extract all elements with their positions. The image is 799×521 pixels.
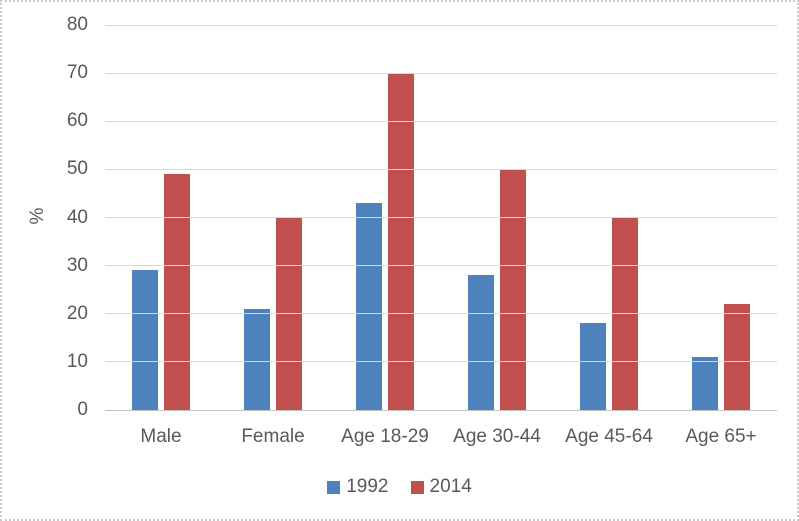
y-tick-label-30: 30 xyxy=(66,254,88,276)
x-category-label-age-18-29: Age 18-29 xyxy=(341,426,429,447)
y-tick-label-10: 10 xyxy=(66,350,88,372)
category-group-age-30-44 xyxy=(441,25,553,410)
bar-2014-age-18-29 xyxy=(388,73,414,410)
x-category-label-age-30-44: Age 30-44 xyxy=(453,426,541,447)
gridline-50 xyxy=(105,168,777,170)
bar-1992-male xyxy=(132,270,158,410)
bar-1992-age-18-29 xyxy=(356,203,382,410)
gridline-70 xyxy=(105,72,777,74)
gridline-60 xyxy=(105,120,777,122)
category-group-age-18-29 xyxy=(329,25,441,410)
legend-swatch-1992 xyxy=(327,480,341,494)
bars-container xyxy=(105,25,777,410)
bar-1992-age-45-64 xyxy=(580,323,606,410)
y-axis-tick-labels: 0 10 20 30 40 50 60 70 80 xyxy=(2,2,88,519)
bar-1992-age-65 xyxy=(692,357,718,410)
bar-1992-female xyxy=(244,308,270,410)
plot-area xyxy=(105,24,777,411)
bar-2014-male xyxy=(164,174,190,410)
gridline-30 xyxy=(105,265,777,267)
x-category-label-age-65: Age 65+ xyxy=(685,426,757,447)
gridline-40 xyxy=(105,217,777,218)
x-axis-line xyxy=(105,410,777,411)
legend-item-2014: 2014 xyxy=(410,476,472,498)
gridline-10 xyxy=(105,361,777,363)
y-tick-label-20: 20 xyxy=(66,302,88,324)
x-category-label-age-45-64: Age 45-64 xyxy=(565,426,653,447)
y-tick-label-80: 80 xyxy=(66,14,88,35)
bar-2014-age-65 xyxy=(724,304,750,410)
legend: 1992 2014 xyxy=(2,476,797,498)
x-category-label-male: Male xyxy=(140,426,182,447)
gridline-20 xyxy=(105,313,777,315)
legend-swatch-2014 xyxy=(410,480,424,494)
y-tick-label-70: 70 xyxy=(66,62,88,84)
x-category-label-female: Female xyxy=(241,426,305,447)
gridline-80 xyxy=(105,24,777,26)
legend-item-1992: 1992 xyxy=(327,476,389,498)
x-axis-category-labels: Male Female Age 18-29 Age 30-44 Age 45-64 Age… xyxy=(105,426,777,448)
bar-1992-age-30-44 xyxy=(468,275,494,410)
y-tick-label-0: 0 xyxy=(77,399,88,420)
bar-2014-age-30-44 xyxy=(500,169,526,410)
legend-label-2014: 2014 xyxy=(429,476,472,497)
y-tick-label-50: 50 xyxy=(66,158,88,180)
legend-label-1992: 1992 xyxy=(346,476,389,497)
y-tick-label-60: 60 xyxy=(66,110,88,132)
y-tick-label-40: 40 xyxy=(66,206,88,228)
category-group-male xyxy=(105,25,217,410)
category-group-age-65 xyxy=(665,25,777,410)
